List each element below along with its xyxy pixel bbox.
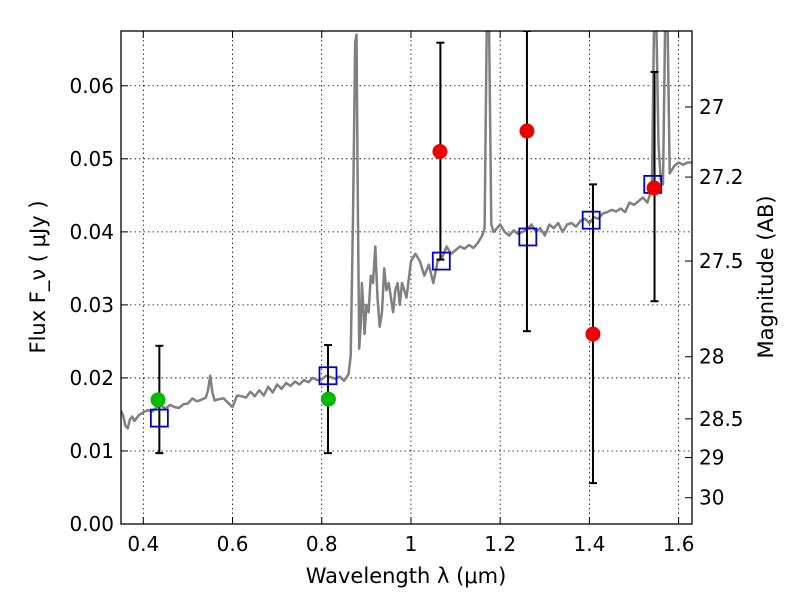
y-tick-label: 0.06 <box>69 74 114 98</box>
right-tick-label: 28 <box>699 345 724 369</box>
y-tick-label: 0.01 <box>69 439 114 463</box>
right-axis-label: Magnitude (AB) <box>754 195 778 358</box>
x-tick-label: 0.8 <box>306 532 338 556</box>
right-tick-label: 27.2 <box>699 165 744 189</box>
grid-lines <box>121 31 692 524</box>
model-spectrum-line <box>121 31 692 430</box>
x-axis-label: Wavelength λ (μm) <box>306 564 507 588</box>
y-tick-label: 0.02 <box>69 366 114 390</box>
right-tick-label: 30 <box>699 486 724 510</box>
x-tick-label: 0.6 <box>217 532 249 556</box>
tick-layer: 0.4 0.6 0.8 1 1.2 1.4 1.6 0.00 0.01 0.02 0.03 0.04 0… <box>69 31 744 556</box>
red-data-point <box>585 326 601 342</box>
x-tick-label: 1 <box>405 532 418 556</box>
model-flux-square <box>518 227 538 247</box>
model-flux-square <box>149 408 169 428</box>
plot-frame <box>120 30 693 525</box>
red-data-point <box>519 123 535 139</box>
x-tick-label: 1.4 <box>573 532 605 556</box>
right-tick-label: 28.5 <box>699 407 744 431</box>
right-tick-label: 27 <box>699 95 724 119</box>
x-tick-label: 1.6 <box>663 532 695 556</box>
model-flux-square <box>431 251 451 271</box>
right-tick-label: 29 <box>699 446 724 470</box>
model-flux-square <box>318 366 338 386</box>
right-tick-label: 27.5 <box>699 249 744 273</box>
green-data-point <box>320 391 336 407</box>
y-tick-label: 0.04 <box>69 220 114 244</box>
error-bar-layer <box>155 31 659 485</box>
green-data-point <box>150 392 166 408</box>
y-tick-label: 0.00 <box>69 512 114 536</box>
y-tick-label: 0.05 <box>69 147 114 171</box>
red-data-point <box>646 180 662 196</box>
red-data-point <box>432 144 448 160</box>
model-spectrum-layer <box>121 31 692 430</box>
y-axis-label: Flux F_ν ( μJy ) <box>26 200 51 353</box>
data-point-layer <box>149 123 663 428</box>
y-tick-label: 0.03 <box>69 293 114 317</box>
model-flux-square <box>581 210 601 230</box>
x-tick-label: 1.2 <box>484 532 516 556</box>
x-tick-label: 0.4 <box>127 532 159 556</box>
